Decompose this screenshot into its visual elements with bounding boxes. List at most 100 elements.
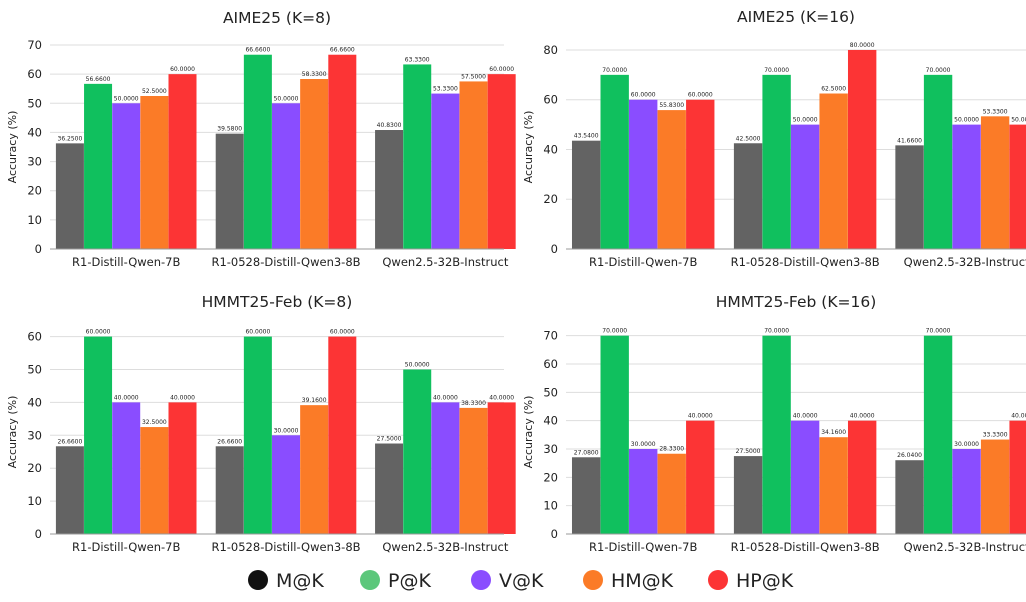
y-tick-label: 30 [543, 442, 558, 456]
data-label: 41.6600 [897, 137, 922, 144]
data-label: 70.0000 [926, 328, 951, 335]
data-label: 30.0000 [954, 441, 979, 448]
data-label: 70.0000 [602, 67, 627, 74]
bar-p-at-k [84, 83, 113, 249]
data-label: 70.0000 [926, 67, 951, 74]
y-tick-label: 10 [27, 494, 42, 508]
y-tick-label: 0 [551, 242, 558, 256]
bar-m-at-k [895, 145, 924, 249]
bar-hm-at-k [140, 96, 169, 249]
bar-hm-at-k [980, 439, 1010, 534]
data-label: 50.0000 [1011, 117, 1026, 124]
legend-label: P@K [388, 570, 431, 592]
data-label: 58.3300 [302, 71, 327, 78]
data-label: 52.5000 [142, 88, 167, 95]
x-tick-label: R1-Distill-Qwen-7B [589, 540, 697, 554]
bar-hm-at-k [657, 453, 686, 534]
legend-label: HM@K [611, 570, 674, 592]
data-label: 26.6600 [217, 438, 242, 445]
data-label: 60.0000 [489, 66, 514, 73]
data-label: 57.5000 [461, 73, 486, 80]
bar-p-at-k [923, 74, 953, 249]
bar-m-at-k [895, 460, 924, 534]
y-axis-label: Accuracy (%) [6, 111, 19, 184]
y-tick-label: 0 [35, 242, 42, 256]
bar-m-at-k [215, 446, 244, 534]
bar-hm-at-k [980, 116, 1010, 249]
bar-p-at-k [762, 335, 791, 534]
data-label: 66.6600 [330, 47, 355, 54]
data-label: 40.0000 [489, 394, 514, 401]
data-label: 33.3300 [983, 432, 1008, 439]
legend-marker [583, 570, 603, 590]
data-label: 26.6600 [58, 438, 83, 445]
data-label: 42.5000 [736, 135, 761, 142]
bar-p-at-k [762, 74, 791, 249]
x-tick-label: R1-Distill-Qwen-7B [589, 255, 697, 269]
y-tick-label: 70 [543, 329, 558, 343]
bar-p-at-k [403, 64, 432, 250]
y-tick-label: 60 [543, 357, 558, 371]
data-label: 50.0000 [405, 361, 430, 368]
data-label: 40.0000 [170, 394, 195, 401]
x-tick-label: Qwen2.5-32B-Instruct [904, 255, 1026, 269]
data-label: 38.3300 [461, 400, 486, 407]
data-label: 40.0000 [688, 413, 713, 420]
bar-v-at-k [431, 402, 460, 534]
chart-panel-4: HMMT25-Feb (K=16) 0 10 20 30 40 50 60 70 Accuracy… [522, 293, 1026, 554]
bar-p-at-k [403, 369, 432, 534]
bar-hp-at-k [847, 49, 877, 249]
y-axis-label: Accuracy (%) [522, 111, 535, 184]
chart-title: AIME25 (K=16) [737, 8, 855, 26]
y-tick-label: 0 [35, 527, 42, 541]
x-tick-label: R1-0528-Distill-Qwen3-8B [731, 540, 880, 554]
y-tick-label: 70 [27, 38, 42, 52]
chart-title: AIME25 (K=8) [223, 9, 331, 27]
data-label: 30.0000 [631, 441, 656, 448]
bar-hp-at-k [847, 420, 877, 534]
data-label: 27.0800 [574, 449, 599, 456]
bar-v-at-k [952, 124, 981, 249]
legend: M@K P@K V@K HM@K HP@K [248, 570, 794, 592]
data-label: 27.5000 [736, 448, 761, 455]
data-label: 60.0000 [170, 66, 195, 73]
data-label: 39.5800 [217, 126, 242, 133]
y-tick-label: 40 [543, 414, 558, 428]
data-label: 53.3300 [983, 108, 1008, 115]
y-tick-label: 20 [543, 192, 558, 206]
y-tick-label: 80 [543, 43, 558, 57]
data-label: 50.0000 [114, 95, 139, 102]
x-tick-label: R1-0528-Distill-Qwen3-8B [211, 540, 360, 554]
y-tick-label: 50 [27, 96, 42, 110]
data-label: 60.0000 [688, 92, 713, 99]
bar-v-at-k [790, 124, 820, 249]
y-tick-label: 40 [27, 125, 42, 139]
y-tick-label: 20 [27, 461, 42, 475]
data-label: 70.0000 [602, 328, 627, 335]
bar-hp-at-k [686, 99, 715, 249]
bar-hm-at-k [657, 110, 686, 249]
legend-marker [248, 570, 268, 590]
legend-marker [471, 570, 491, 590]
data-label: 40.8300 [377, 122, 402, 129]
x-tick-label: R1-Distill-Qwen-7B [72, 540, 180, 554]
y-tick-label: 0 [551, 527, 558, 541]
bar-m-at-k [55, 446, 84, 534]
chart-title: HMMT25-Feb (K=8) [202, 293, 353, 311]
data-label: 32.5000 [142, 419, 167, 426]
y-tick-label: 50 [27, 362, 42, 376]
bar-hp-at-k [328, 336, 357, 534]
data-label: 62.5000 [821, 86, 846, 93]
bar-p-at-k [600, 335, 629, 534]
data-label: 60.0000 [330, 329, 355, 336]
data-label: 60.0000 [86, 329, 111, 336]
data-label: 56.6600 [86, 76, 111, 83]
y-tick-label: 60 [543, 93, 558, 107]
data-label: 70.0000 [764, 67, 789, 74]
bar-hp-at-k [487, 402, 516, 534]
bar-v-at-k [629, 449, 658, 534]
bar-p-at-k [243, 336, 272, 534]
bar-m-at-k [571, 457, 601, 534]
x-tick-label: R1-Distill-Qwen-7B [72, 255, 180, 269]
